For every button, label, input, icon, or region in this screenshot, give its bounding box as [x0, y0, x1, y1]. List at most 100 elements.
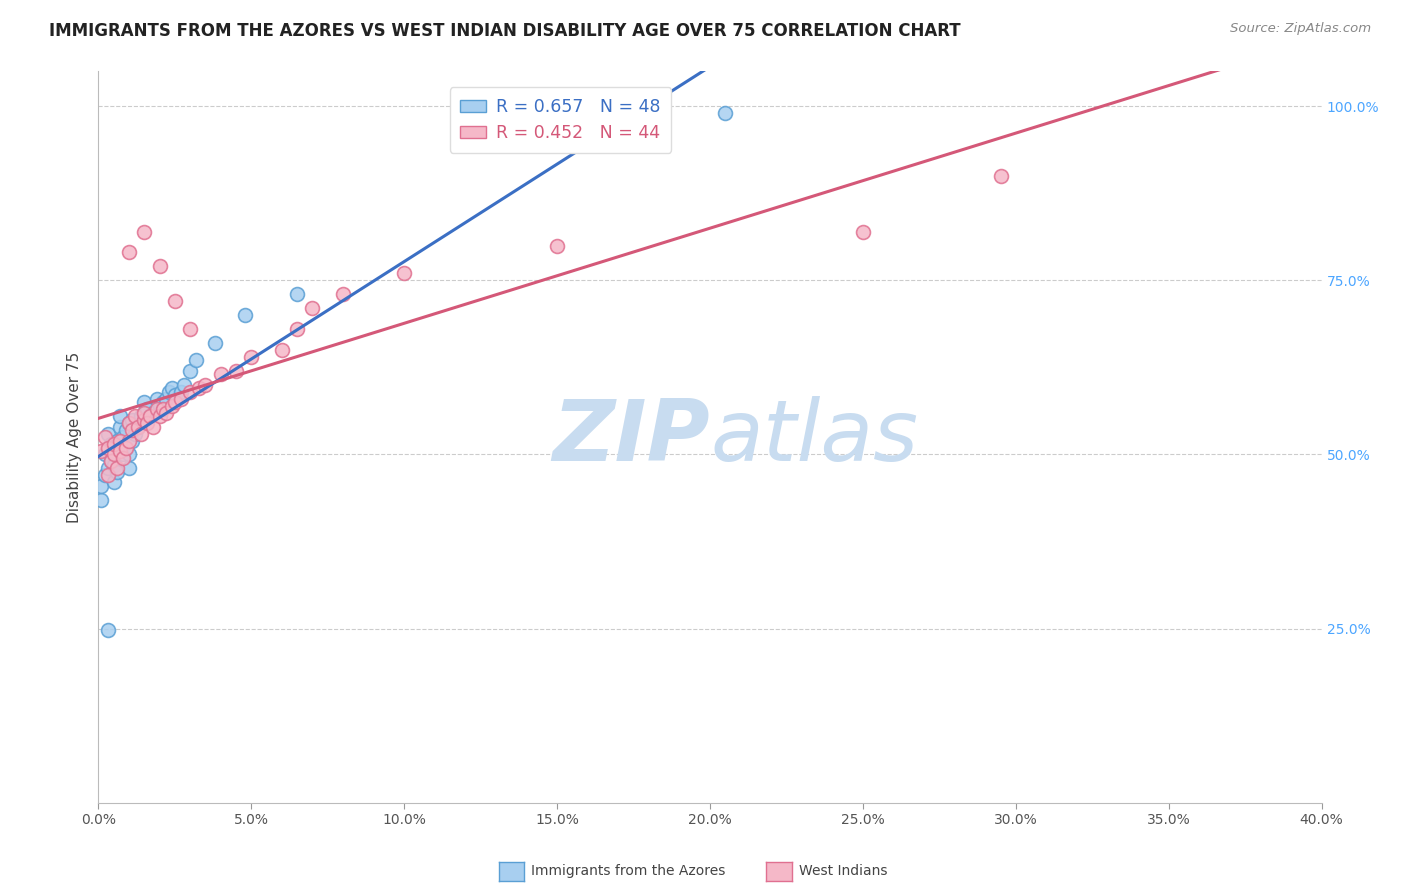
Point	[142, 406, 165, 420]
Y-axis label: Disability Age Over 75: Disability Age Over 75	[67, 351, 83, 523]
Point	[93, 468, 115, 483]
Point	[152, 395, 174, 409]
Text: ZIP: ZIP	[553, 395, 710, 479]
Point	[118, 448, 141, 462]
Point	[100, 454, 122, 468]
Point	[115, 441, 138, 455]
Point	[134, 412, 156, 426]
Point	[111, 430, 134, 444]
Point	[105, 434, 128, 448]
Point	[97, 426, 120, 441]
Point	[170, 392, 193, 406]
Point	[157, 384, 180, 399]
Point	[163, 388, 186, 402]
Point	[108, 409, 131, 424]
Point	[97, 461, 120, 475]
Point	[136, 416, 159, 430]
Point	[100, 454, 122, 468]
Text: West Indians: West Indians	[799, 864, 887, 879]
Point	[115, 441, 138, 455]
Point	[124, 409, 146, 424]
Point	[115, 423, 138, 437]
Point	[990, 169, 1012, 183]
Point	[103, 475, 125, 490]
Point	[127, 419, 149, 434]
Point	[149, 399, 172, 413]
Point	[194, 377, 217, 392]
Point	[134, 225, 156, 239]
Point	[392, 266, 416, 280]
Point	[546, 238, 568, 252]
Point	[108, 434, 131, 448]
Point	[97, 468, 120, 483]
Point	[160, 399, 183, 413]
Point	[179, 364, 201, 378]
Point	[93, 448, 115, 462]
Point	[97, 623, 120, 637]
Point	[332, 287, 354, 301]
Point	[173, 377, 195, 392]
Point	[127, 419, 149, 434]
Point	[105, 465, 128, 479]
Point	[90, 492, 112, 507]
Point	[134, 395, 156, 409]
Point	[285, 287, 308, 301]
Point	[93, 430, 115, 444]
Point	[145, 392, 167, 406]
Point	[134, 406, 156, 420]
Point	[103, 437, 125, 451]
Point	[129, 426, 152, 441]
Point	[111, 448, 134, 462]
Point	[163, 294, 186, 309]
Point	[233, 308, 256, 322]
Point	[179, 322, 201, 336]
Point	[111, 450, 134, 465]
Point	[97, 441, 120, 455]
Legend: R = 0.657   N = 48, R = 0.452   N = 44: R = 0.657 N = 48, R = 0.452 N = 44	[450, 87, 672, 153]
Point	[97, 441, 120, 455]
Point	[118, 434, 141, 448]
Point	[139, 409, 162, 424]
Point	[270, 343, 292, 357]
Point	[188, 381, 211, 395]
Point	[285, 322, 308, 336]
Point	[155, 406, 177, 420]
Point	[103, 458, 125, 472]
Point	[118, 416, 141, 430]
Point	[121, 423, 143, 437]
Point	[129, 409, 152, 424]
Text: IMMIGRANTS FROM THE AZORES VS WEST INDIAN DISABILITY AGE OVER 75 CORRELATION CHA: IMMIGRANTS FROM THE AZORES VS WEST INDIA…	[49, 22, 960, 40]
Point	[145, 402, 167, 417]
Point	[108, 419, 131, 434]
Point	[149, 260, 172, 274]
Point	[301, 301, 323, 316]
Text: Immigrants from the Azores: Immigrants from the Azores	[531, 864, 725, 879]
Point	[108, 444, 131, 458]
Point	[139, 409, 162, 424]
Point	[179, 384, 201, 399]
Point	[134, 406, 156, 420]
Point	[714, 106, 737, 120]
Point	[103, 444, 125, 458]
Point	[225, 364, 247, 378]
Point	[240, 350, 263, 364]
Point	[186, 353, 208, 368]
Text: atlas: atlas	[710, 395, 918, 479]
Point	[121, 434, 143, 448]
Point	[118, 245, 141, 260]
Point	[90, 444, 112, 458]
Point	[142, 419, 165, 434]
Point	[170, 384, 193, 399]
Point	[160, 381, 183, 395]
Point	[105, 461, 128, 475]
Point	[124, 426, 146, 441]
Text: Source: ZipAtlas.com: Source: ZipAtlas.com	[1230, 22, 1371, 36]
Point	[136, 402, 159, 417]
Point	[152, 402, 174, 417]
Point	[149, 409, 172, 424]
Point	[90, 479, 112, 493]
Point	[163, 395, 186, 409]
Point	[204, 336, 226, 351]
Point	[118, 461, 141, 475]
Point	[209, 368, 232, 382]
